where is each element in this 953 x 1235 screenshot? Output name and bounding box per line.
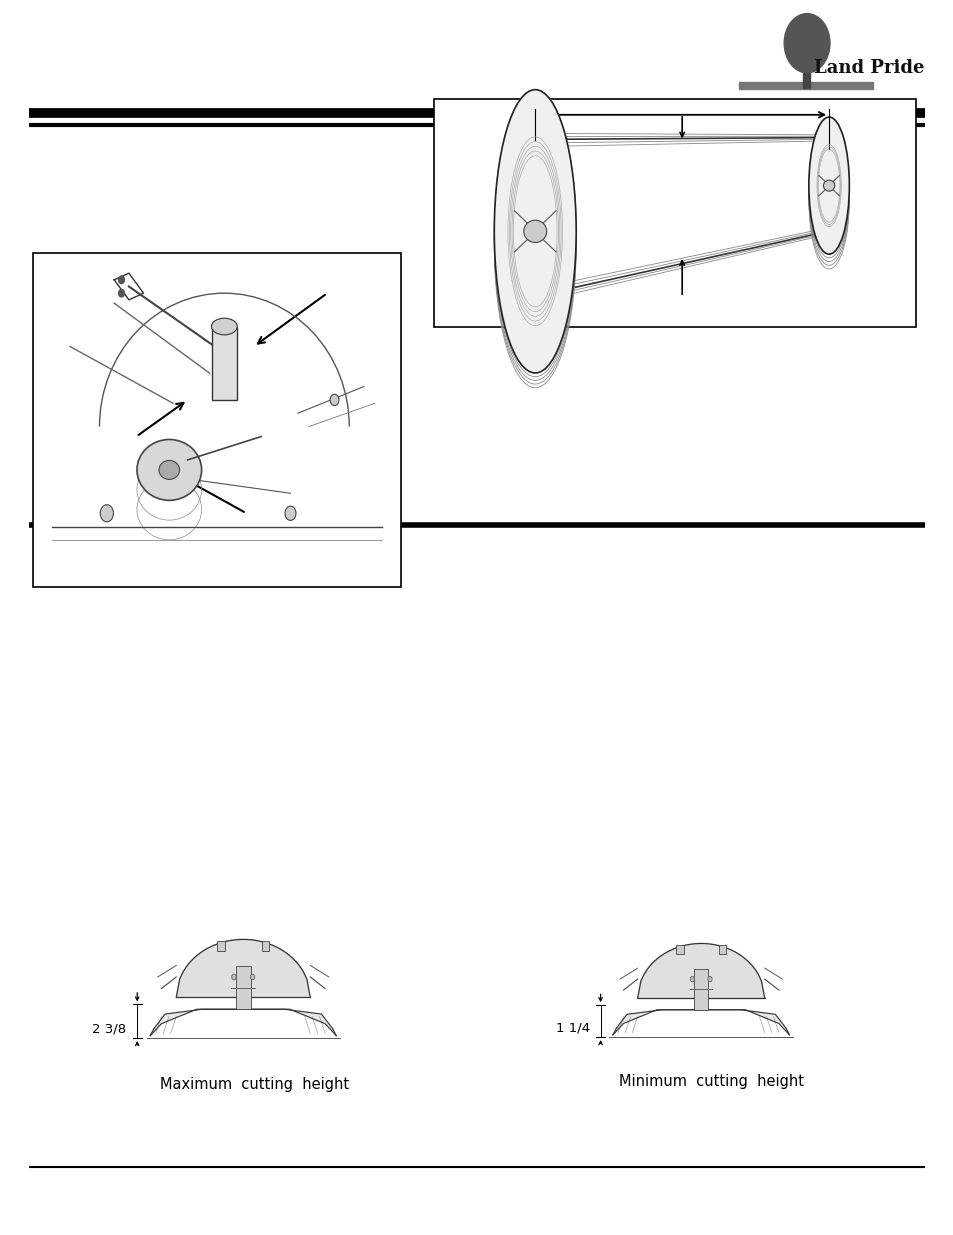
- Bar: [261, 941, 269, 951]
- Polygon shape: [563, 137, 832, 288]
- Bar: [694, 968, 707, 1010]
- Circle shape: [100, 505, 113, 522]
- Polygon shape: [612, 1010, 789, 1035]
- Circle shape: [330, 394, 338, 405]
- Bar: [33, 253, 400, 587]
- Bar: [802, 61, 809, 88]
- Bar: [217, 941, 225, 951]
- Polygon shape: [151, 1009, 335, 1036]
- Polygon shape: [176, 940, 310, 997]
- Bar: [434, 99, 915, 327]
- Bar: [212, 326, 237, 400]
- Circle shape: [232, 974, 236, 979]
- Ellipse shape: [159, 461, 179, 479]
- Circle shape: [789, 17, 823, 62]
- Circle shape: [783, 14, 829, 73]
- Bar: [739, 82, 872, 89]
- Text: Land Pride: Land Pride: [813, 59, 923, 77]
- Text: 2 3/8: 2 3/8: [91, 1023, 126, 1036]
- Polygon shape: [637, 944, 764, 998]
- Text: Maximum  cutting  height: Maximum cutting height: [160, 1077, 349, 1092]
- Circle shape: [118, 289, 124, 296]
- Text: Minimum  cutting  height: Minimum cutting height: [618, 1073, 803, 1089]
- Bar: [235, 966, 251, 1009]
- Ellipse shape: [822, 180, 834, 191]
- Ellipse shape: [494, 90, 576, 373]
- Ellipse shape: [212, 319, 237, 335]
- Bar: [676, 945, 682, 955]
- Circle shape: [707, 977, 711, 982]
- Text: 1 1/4: 1 1/4: [556, 1021, 589, 1035]
- Ellipse shape: [137, 440, 201, 500]
- Circle shape: [118, 277, 124, 284]
- Bar: [718, 945, 725, 955]
- Ellipse shape: [808, 117, 848, 254]
- Circle shape: [250, 974, 254, 979]
- Circle shape: [690, 977, 694, 982]
- Ellipse shape: [523, 220, 546, 242]
- Circle shape: [285, 506, 295, 520]
